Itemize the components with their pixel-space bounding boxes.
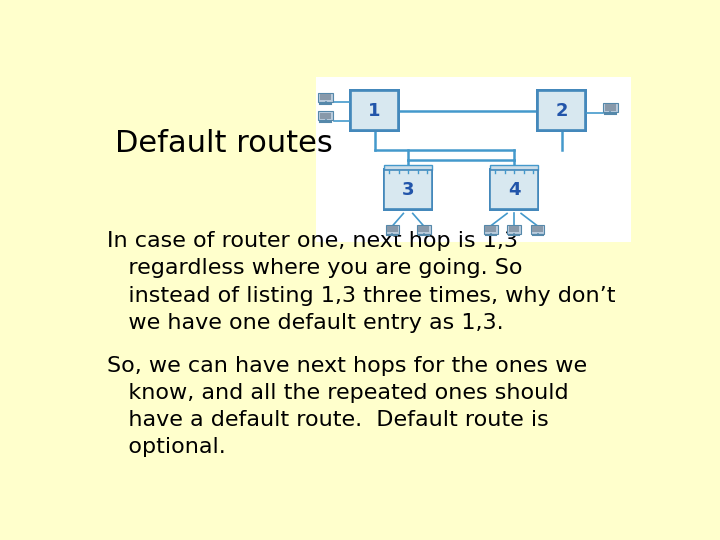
Bar bbox=[318, 111, 333, 120]
Bar bbox=[349, 89, 400, 132]
Bar bbox=[386, 225, 400, 234]
Bar bbox=[507, 225, 521, 234]
Bar bbox=[531, 225, 544, 234]
Bar bbox=[417, 225, 431, 234]
Text: So, we can have next hops for the ones we
   know, and all the repeated ones sho: So, we can have next hops for the ones w… bbox=[107, 356, 587, 457]
Bar bbox=[485, 226, 496, 232]
Bar bbox=[318, 93, 333, 102]
Bar bbox=[384, 170, 432, 210]
Bar bbox=[384, 165, 432, 170]
Bar bbox=[532, 226, 543, 232]
Bar bbox=[351, 91, 398, 130]
Bar bbox=[490, 165, 538, 170]
Text: 1: 1 bbox=[369, 102, 381, 119]
Bar bbox=[316, 77, 631, 241]
Bar bbox=[484, 225, 498, 234]
Bar bbox=[490, 170, 538, 210]
Bar bbox=[387, 226, 397, 232]
Text: 2: 2 bbox=[555, 102, 568, 119]
Bar bbox=[509, 226, 519, 232]
Bar bbox=[605, 104, 616, 111]
Text: Default routes: Default routes bbox=[115, 129, 333, 158]
Text: In case of router one, next hop is 1,3
   regardless where you are going. So
   : In case of router one, next hop is 1,3 r… bbox=[107, 231, 615, 333]
Bar bbox=[538, 91, 585, 130]
Bar bbox=[320, 113, 331, 119]
Bar bbox=[489, 168, 539, 211]
Bar bbox=[320, 94, 331, 100]
Bar bbox=[382, 168, 433, 211]
Bar bbox=[603, 103, 618, 112]
Text: 4: 4 bbox=[508, 180, 521, 199]
Bar bbox=[536, 89, 587, 132]
Text: 3: 3 bbox=[402, 180, 414, 199]
Bar bbox=[418, 226, 429, 232]
